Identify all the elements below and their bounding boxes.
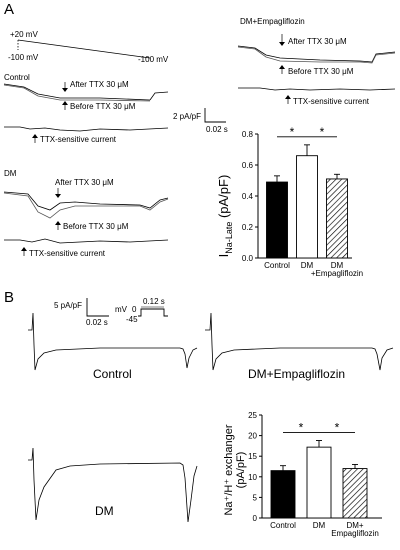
- chart-b-ylabel-line1: Na⁺/H⁺ exchanger: [223, 424, 235, 515]
- dm-traces: DM After TTX 30 μM Before TTX 30 μM TTX-…: [3, 169, 169, 258]
- nhe-control-label: Control: [93, 367, 132, 381]
- significance-star: *: [299, 421, 304, 435]
- chart-b-ylabel-line2: (pA/pF): [235, 452, 247, 489]
- scalebar-a-y: 2 pA/pF: [173, 112, 201, 121]
- y-tick-label: 20: [248, 432, 257, 441]
- nhe-dm-empa-label: DM+Empagliflozin: [248, 367, 345, 381]
- chart-a-ylabel: INa-Late (pA/pF): [216, 175, 234, 258]
- bar: [342, 468, 368, 519]
- x-tick-label: Control: [270, 521, 296, 530]
- scalebar-b-x: 0.02 s: [86, 318, 108, 327]
- scalebar-a-x: 0.02 s: [206, 125, 228, 134]
- y-tick-label: 25: [248, 411, 257, 420]
- dm-empa-before-label: Before TTX 30 μM: [288, 67, 354, 76]
- control-label: Control: [4, 73, 30, 82]
- x-tick-label: DM+Empagliflozin: [331, 521, 379, 538]
- y-tick-label: 5: [253, 493, 258, 502]
- panel-b-letter: B: [4, 289, 14, 306]
- y-tick-label: 0: [253, 514, 258, 523]
- scalebar-b: 5 pA/pF 0.02 s: [54, 298, 109, 327]
- y-tick-label: 15: [248, 452, 257, 461]
- y-tick-label: 0.2: [242, 223, 254, 232]
- panel-a-letter: A: [4, 1, 14, 18]
- significance-star: *: [290, 125, 295, 139]
- nhe-dm-trace: DM: [28, 447, 198, 523]
- nhe-dm-empa-trace: DM+Empagliflozin: [205, 312, 394, 381]
- chart-a-ylabel-text: INa-Late (pA/pF): [216, 175, 234, 258]
- protocol-b-v0: 0: [132, 305, 137, 314]
- x-tick-label: DM: [301, 261, 314, 270]
- x-tick-label: DM: [313, 521, 326, 530]
- control-traces: Control After TTX 30 μM Before TTX 30 μM…: [3, 73, 169, 144]
- bar: [270, 470, 296, 519]
- significance-star: *: [320, 125, 325, 139]
- nhe-dm-label: DM: [95, 504, 114, 518]
- voltage-protocol-b: mV 0 -45 0.12 s: [115, 297, 168, 324]
- bar: [326, 178, 348, 259]
- y-tick-label: 10: [248, 473, 257, 482]
- dm-empa-after-label: After TTX 30 μM: [288, 37, 347, 46]
- dm-empa-traces: DM+Empagliflozin After TTX 30 μM Before …: [237, 17, 396, 106]
- dm-label: DM: [4, 169, 17, 178]
- nhe-bar-chart: Na⁺/H⁺ exchanger (pA/pF) 0 5 10 15 20 25 * * Con…: [223, 411, 382, 538]
- dm-diff-label: TTX-sensitive current: [29, 249, 106, 258]
- control-after-label: After TTX 30 μM: [70, 80, 129, 89]
- ina-late-bar-chart: INa-Late (pA/pF) 0.0 0.2 0.4 0.6 0.8 * * Contro…: [216, 125, 363, 278]
- protocol-b-unit: mV: [115, 305, 128, 314]
- y-tick-label: 0.0: [242, 254, 254, 263]
- x-tick-label: Control: [264, 261, 290, 270]
- control-before-label: Before TTX 30 μM: [70, 102, 136, 111]
- scalebar-a: 2 pA/pF 0.02 s: [173, 108, 228, 134]
- significance-star: *: [335, 421, 340, 435]
- nhe-control-trace: Control: [28, 312, 198, 381]
- protocol-v-start: -100 mV: [8, 53, 39, 62]
- y-tick-label: 0.6: [242, 161, 254, 170]
- bar: [296, 155, 318, 259]
- protocol-v-hold: +20 mV: [10, 30, 38, 39]
- dm-empa-label: DM+Empagliflozin: [240, 17, 305, 26]
- y-tick-label: 0.8: [242, 130, 254, 139]
- scalebar-b-y: 5 pA/pF: [54, 301, 82, 310]
- protocol-v-end: -100 mV: [138, 55, 169, 64]
- voltage-protocol-a: +20 mV -100 mV -100 mV: [8, 30, 169, 64]
- x-tick-label: DM+Empagliflozin: [311, 261, 363, 278]
- dm-before-label: Before TTX 30 μM: [63, 222, 129, 231]
- protocol-b-dur: 0.12 s: [143, 297, 165, 306]
- dm-after-label: After TTX 30 μM: [55, 178, 114, 187]
- y-tick-label: 0.4: [242, 192, 254, 201]
- control-diff-label: TTX-sensitive current: [40, 135, 117, 144]
- dm-empa-diff-label: TTX-sensitive current: [293, 97, 370, 106]
- protocol-b-v1: -45: [126, 315, 138, 324]
- bar: [306, 446, 332, 519]
- bar: [266, 181, 288, 259]
